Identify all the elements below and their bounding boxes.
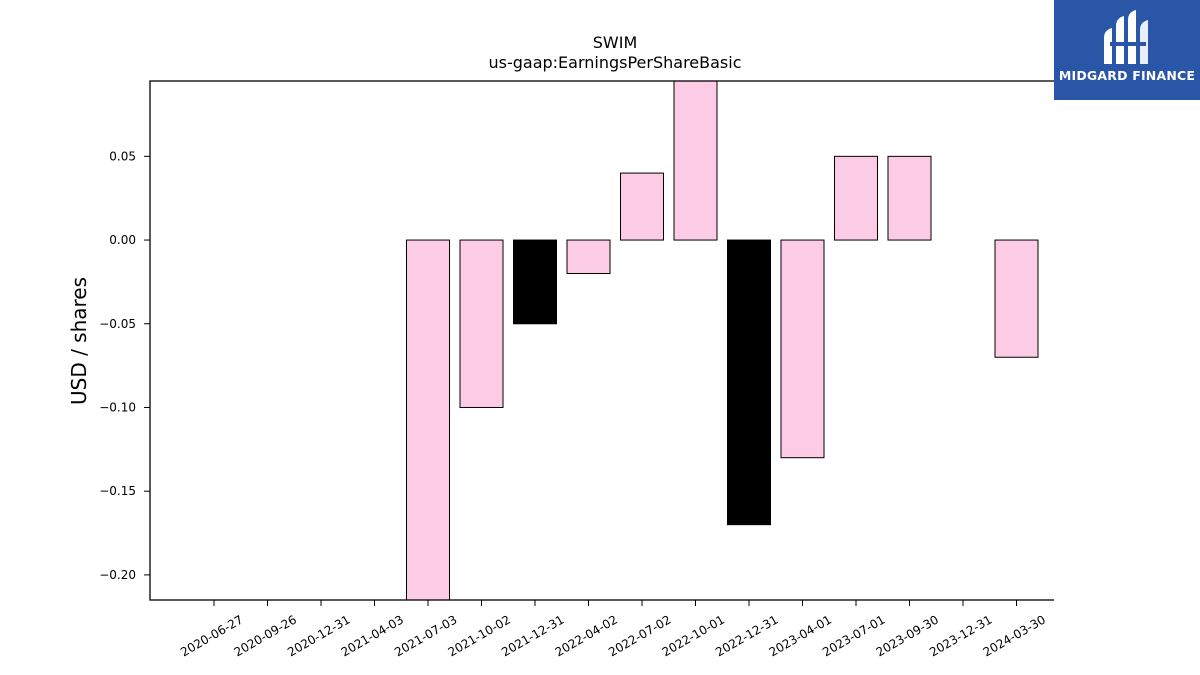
midgard-logo-icon [1104, 10, 1148, 64]
brand-logo: MIDGARD FINANCE [1054, 0, 1200, 100]
bar-2022-07-02 [620, 172, 664, 241]
brand-name: MIDGARD FINANCE [1058, 68, 1196, 83]
y-tick-label: −0.20 [99, 568, 136, 582]
bar-2021-12-31 [513, 239, 557, 325]
bar-2021-07-03 [406, 239, 450, 600]
bar-2021-10-02 [459, 239, 504, 408]
bar-2022-10-01 [673, 81, 718, 241]
chart-subtitle: us-gaap:EarningsPerShareBasic [488, 53, 741, 72]
y-tick-label: −0.15 [99, 484, 136, 498]
bar-2023-04-01 [780, 239, 825, 459]
y-axis-label: USD / shares [67, 277, 91, 405]
chart: SWIM us-gaap:EarningsPerShareBasic USD /… [67, 33, 1054, 659]
chart-title: SWIM [593, 33, 638, 52]
y-tick-label: −0.10 [99, 400, 136, 414]
x-ticks-group: 2020-06-272020-09-262020-12-312021-04-03… [178, 600, 1048, 659]
bar-2022-04-02 [566, 239, 611, 275]
plot-frame [149, 80, 1054, 601]
bar-2024-03-30 [994, 239, 1039, 358]
y-ticks-group: 0.05 0.00 −0.05 −0.10 −0.15 −0.20 [99, 149, 150, 582]
y-tick-label: 0.05 [109, 149, 136, 163]
bar-2023-09-30 [887, 155, 932, 241]
bars-group [406, 81, 1039, 600]
y-tick-label: 0.00 [109, 233, 136, 247]
bar-2023-07-01 [834, 155, 878, 241]
bar-2022-12-31 [727, 239, 771, 526]
y-tick-label: −0.05 [99, 317, 136, 331]
